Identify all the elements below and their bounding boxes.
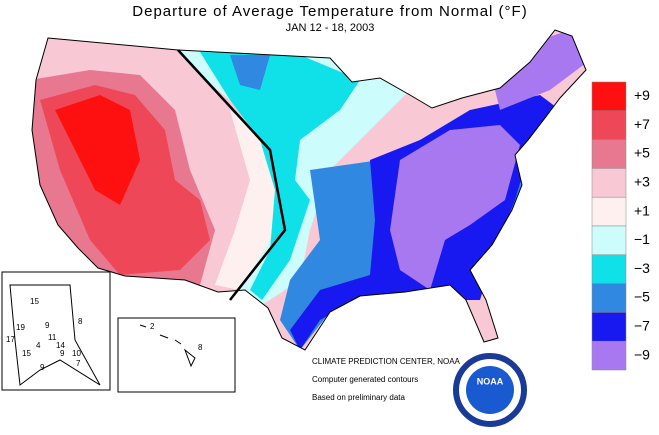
- alaska-label: 15: [22, 349, 31, 358]
- legend-label: −3: [634, 260, 650, 276]
- alaska-label: 14: [56, 341, 65, 350]
- legend-swatch: [591, 196, 627, 227]
- alaska-label: 7: [76, 359, 81, 368]
- legend-label: −7: [634, 318, 650, 334]
- title: Departure of Average Temperature from No…: [132, 3, 527, 20]
- alaska-label: 9: [45, 321, 50, 330]
- region: [200, 52, 360, 300]
- alaska-label: 9: [40, 363, 45, 372]
- region: [390, 125, 520, 290]
- legend-swatch: [591, 168, 627, 198]
- hawaii-outline: [139, 324, 196, 368]
- hawaii-label: 2: [150, 322, 155, 331]
- hawaii-label: 8: [198, 343, 203, 352]
- hawaii-inset: [117, 317, 236, 393]
- legend-label: +9: [634, 87, 650, 103]
- region: [490, 30, 586, 110]
- alaska-label: 10: [72, 349, 81, 358]
- alaska-label: 17: [6, 335, 15, 344]
- alaska-label: 4: [36, 341, 41, 350]
- region: [230, 55, 270, 90]
- alaska-outline: [9, 284, 101, 386]
- alaska-label: 8: [78, 317, 83, 326]
- subtitle: JAN 12 - 18, 2003: [286, 22, 375, 34]
- credit: Based on preliminary data: [312, 393, 405, 402]
- legend-swatch: [591, 254, 627, 284]
- alaska-label: 15: [30, 297, 39, 306]
- zero-contour: [177, 49, 287, 301]
- legend-label: +1: [634, 202, 650, 218]
- logo-text: NOAA: [477, 376, 504, 386]
- legend-label: +5: [634, 145, 650, 161]
- legend-swatch: [591, 312, 627, 342]
- credit: CLIMATE PREDICTION CENTER, NOAA: [312, 357, 461, 366]
- region: [178, 50, 420, 305]
- legend-swatch: [591, 139, 627, 169]
- alaska-label: 19: [16, 323, 25, 332]
- legend-swatch: [591, 340, 627, 371]
- us-outline: [31, 29, 587, 351]
- noaa-logo-inner: [466, 366, 514, 414]
- alaska-label: 9: [60, 349, 65, 358]
- legend-label: −1: [634, 231, 650, 247]
- legend-label: −5: [634, 289, 650, 305]
- legend-swatch: [591, 110, 627, 140]
- legend-swatch: [591, 283, 627, 313]
- credit: Computer generated contours: [312, 375, 418, 384]
- legend-label: +3: [634, 174, 650, 190]
- region: [55, 95, 140, 205]
- legend-label: +7: [634, 116, 650, 132]
- alaska-label: 11: [48, 333, 57, 342]
- legend-swatch: [591, 81, 627, 112]
- legend-label: −9: [634, 346, 650, 362]
- legend-swatch: [591, 225, 627, 256]
